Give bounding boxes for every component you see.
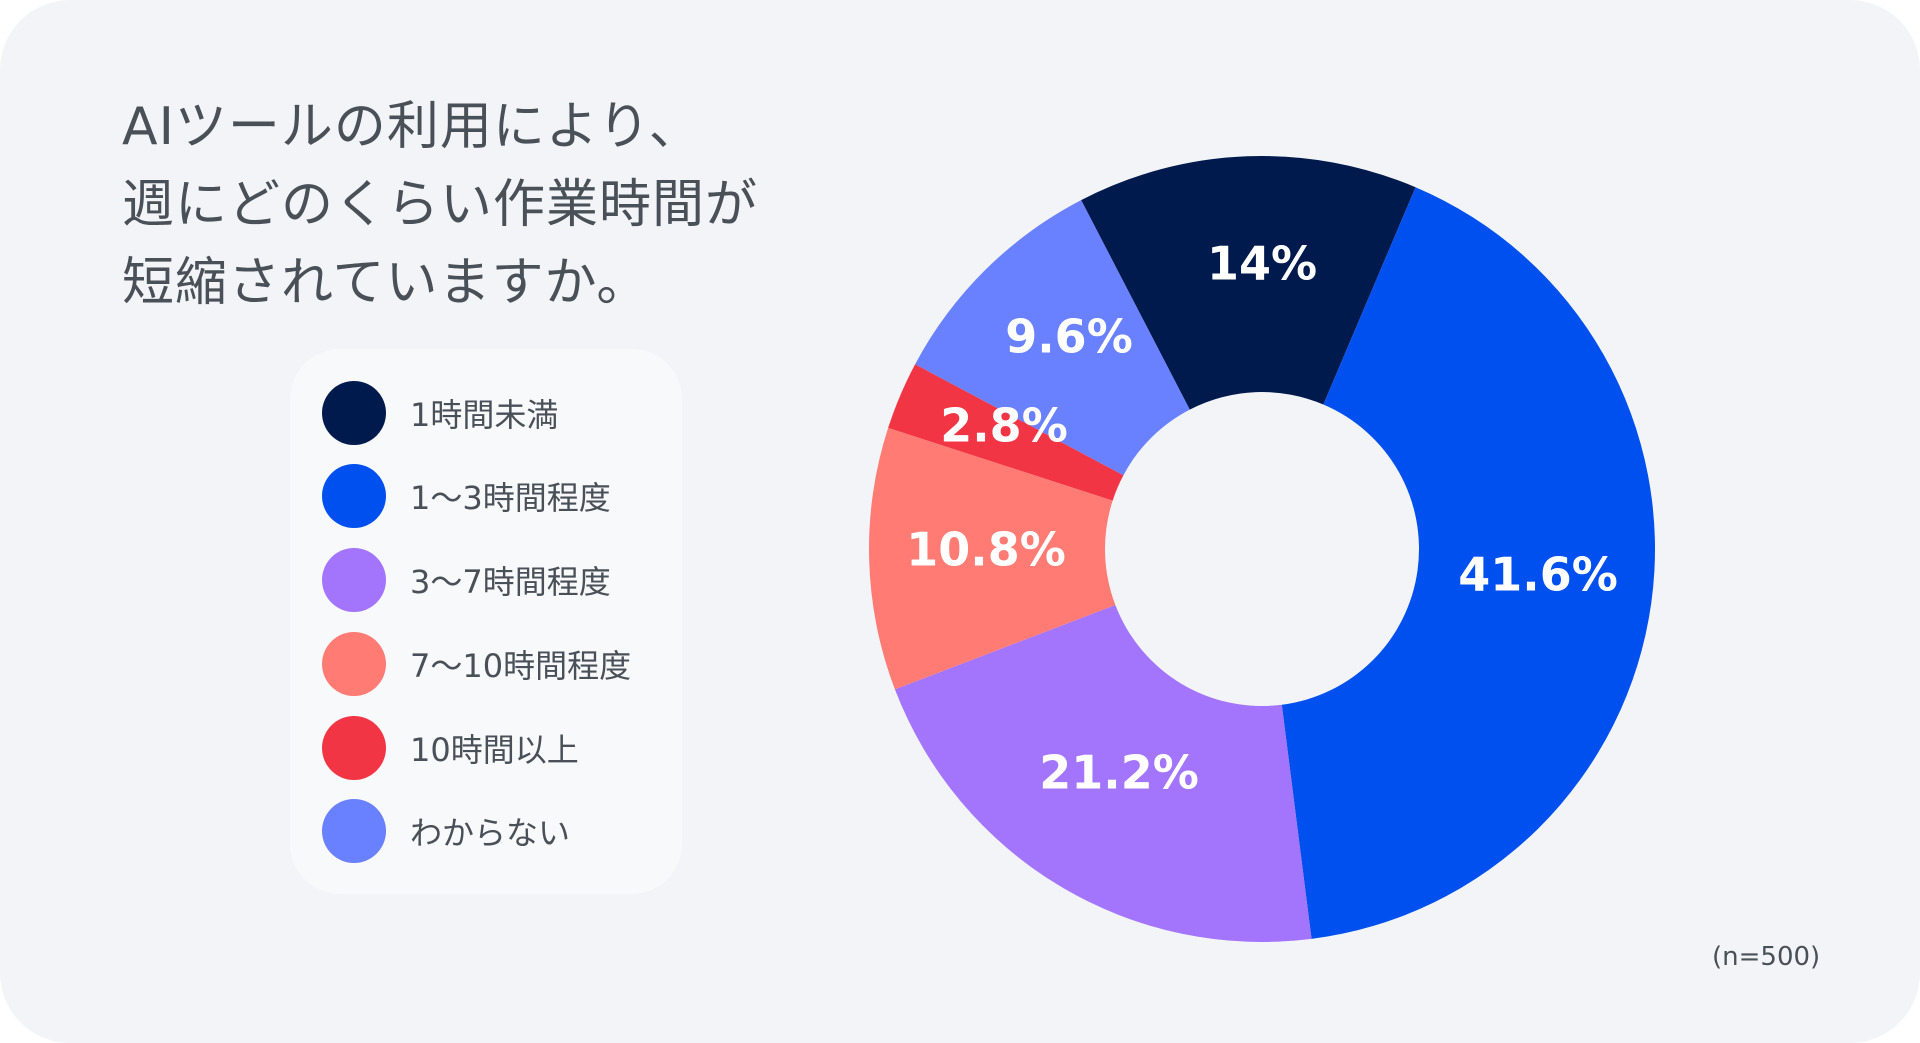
data-label: 2.8% [940, 399, 1068, 453]
legend-item: わからない [322, 799, 570, 863]
slice-1 [1281, 187, 1655, 939]
slice-3 [868, 427, 1116, 690]
data-label: 9.6% [1005, 310, 1133, 364]
legend-swatch-3 [322, 632, 386, 696]
legend-swatch-1 [322, 464, 386, 528]
legend-label: 3〜7時間程度 [410, 563, 611, 601]
slice-4 [888, 364, 1124, 501]
data-label: 41.6% [1458, 548, 1618, 602]
legend-swatch-2 [322, 548, 386, 612]
legend-item: 1時間未満 [322, 381, 558, 445]
data-label: 14% [1207, 237, 1317, 291]
legend-item: 3〜7時間程度 [322, 548, 611, 612]
sample-size-note: (n=500) [1712, 942, 1821, 972]
slice-0 [1081, 156, 1416, 410]
legend-label: 7〜10時間程度 [410, 647, 632, 685]
legend-label: 1〜3時間程度 [410, 479, 611, 517]
legend-item: 1〜3時間程度 [322, 464, 611, 528]
legend: 1時間未満 1〜3時間程度 3〜7時間程度 7〜10時間程度 10時間以上 わか… [290, 349, 682, 894]
legend-label: わからない [410, 814, 571, 852]
legend-swatch-5 [322, 799, 386, 863]
legend-swatch-4 [322, 716, 386, 780]
slice-2 [894, 605, 1312, 942]
legend-swatch-0 [322, 381, 386, 445]
legend-label: 1時間未満 [410, 396, 559, 434]
slice-5 [915, 200, 1190, 476]
data-label: 21.2% [1039, 746, 1199, 800]
legend-item: 10時間以上 [322, 716, 579, 780]
legend-label: 10時間以上 [410, 731, 579, 769]
chart-title: AIツールの利用により、 週にどのくらい作業時間が 短縮されていますか。 [122, 97, 759, 313]
legend-item: 7〜10時間程度 [322, 632, 631, 696]
data-label: 10.8% [906, 523, 1066, 577]
